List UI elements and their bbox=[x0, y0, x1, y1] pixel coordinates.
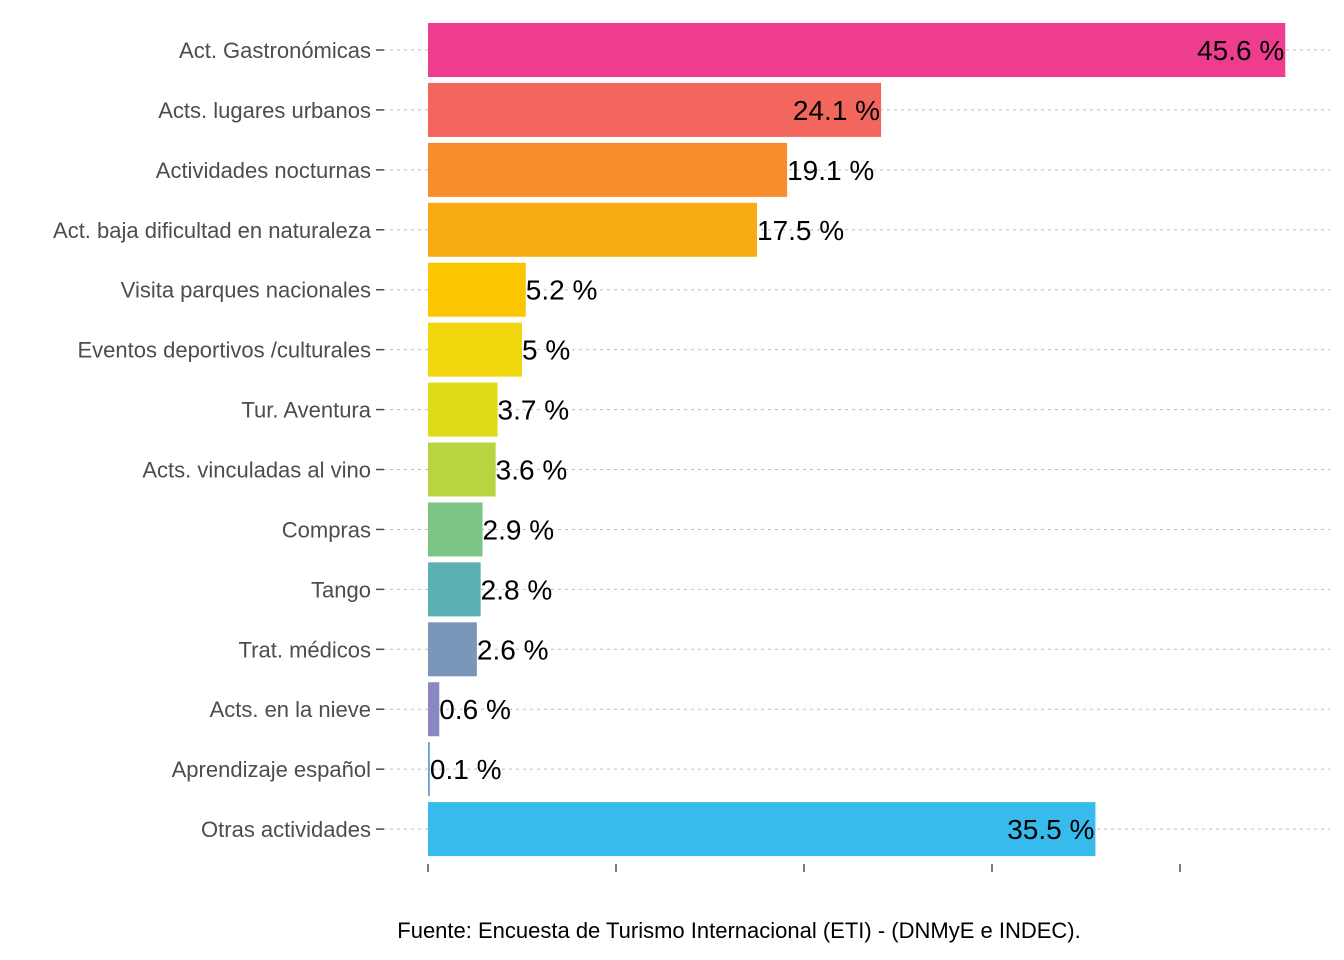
category-label: Tur. Aventura bbox=[241, 398, 371, 423]
bar bbox=[428, 202, 757, 257]
category-label: Act. baja dificultad en naturaleza bbox=[53, 218, 372, 243]
bar bbox=[428, 262, 526, 317]
bar bbox=[428, 562, 481, 617]
bar bbox=[428, 682, 440, 737]
value-label: 2.8 % bbox=[481, 574, 553, 605]
bar bbox=[428, 23, 1286, 77]
category-label: Eventos deportivos /culturales bbox=[78, 338, 372, 363]
category-label: Aprendizaje español bbox=[172, 757, 371, 782]
category-label: Acts. en la nieve bbox=[210, 697, 371, 722]
category-label: Actividades nocturnas bbox=[156, 158, 371, 183]
category-label: Act. Gastronómicas bbox=[179, 38, 371, 63]
value-label: 5 % bbox=[522, 335, 570, 366]
category-label: Compras bbox=[282, 517, 371, 542]
bar bbox=[428, 82, 882, 137]
value-label: 5.2 % bbox=[526, 275, 598, 306]
value-label: 35.5 % bbox=[1007, 814, 1094, 845]
value-label: 2.6 % bbox=[477, 634, 549, 665]
value-labels: 45.6 % 24.1 % 19.1 % 17.5 % 5.2 % 5 % 3.7 % 3.6… bbox=[430, 35, 1284, 845]
value-label: 3.7 % bbox=[498, 395, 570, 426]
value-label: 17.5 % bbox=[757, 215, 844, 246]
category-label: Tango bbox=[311, 577, 371, 602]
x-axis-ticks bbox=[427, 864, 1181, 873]
value-label: 24.1 % bbox=[793, 95, 880, 126]
bar bbox=[428, 742, 430, 797]
category-label: Acts. lugares urbanos bbox=[158, 98, 371, 123]
bar bbox=[428, 382, 498, 437]
bar bbox=[428, 442, 496, 497]
category-label: Acts. vinculadas al vino bbox=[142, 458, 371, 483]
category-label: Otras actividades bbox=[201, 817, 371, 842]
bar bbox=[428, 622, 477, 677]
bar bbox=[428, 142, 788, 197]
source-caption: Fuente: Encuesta de Turismo Internaciona… bbox=[397, 918, 1081, 943]
bar bbox=[428, 502, 483, 557]
category-label: Visita parques nacionales bbox=[121, 278, 371, 303]
bar bbox=[428, 802, 1096, 857]
value-label: 0.6 % bbox=[439, 694, 511, 725]
bar bbox=[428, 322, 522, 377]
category-label: Trat. médicos bbox=[239, 637, 371, 662]
value-label: 2.9 % bbox=[483, 514, 555, 545]
value-label: 19.1 % bbox=[787, 155, 874, 186]
value-label: 45.6 % bbox=[1197, 35, 1284, 66]
bars bbox=[428, 23, 1286, 857]
category-labels: Act. Gastronómicas Acts. lugares urbanos A… bbox=[53, 38, 372, 842]
value-label: 0.1 % bbox=[430, 754, 502, 785]
value-label: 3.6 % bbox=[496, 455, 568, 486]
